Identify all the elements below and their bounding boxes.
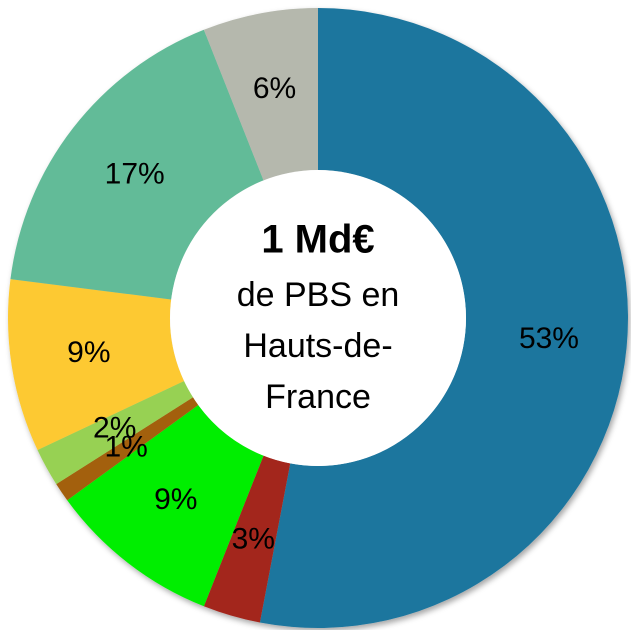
data-label: 53% (519, 322, 579, 355)
wedge (56, 397, 199, 501)
data-label: 1% (104, 430, 147, 463)
data-label: 2% (93, 412, 136, 445)
center-text: France (265, 378, 371, 416)
data-label: 9% (67, 336, 110, 369)
donut (7, 7, 629, 628)
wedge (37, 381, 194, 485)
center-text: Hauts-de- (243, 327, 392, 365)
data-label: 3% (232, 523, 275, 556)
wedge (203, 455, 291, 623)
wedge (7, 279, 185, 450)
data-label: 6% (253, 72, 296, 105)
center-text: de PBS en (237, 276, 400, 314)
data-label: 17% (105, 158, 165, 191)
wedge (67, 404, 264, 607)
wedge (259, 8, 629, 628)
wedge (10, 29, 264, 300)
wedge (203, 7, 318, 181)
center-title: 1 Md€ (261, 218, 374, 262)
donut-hole (170, 170, 466, 466)
data-label: 9% (154, 483, 197, 516)
